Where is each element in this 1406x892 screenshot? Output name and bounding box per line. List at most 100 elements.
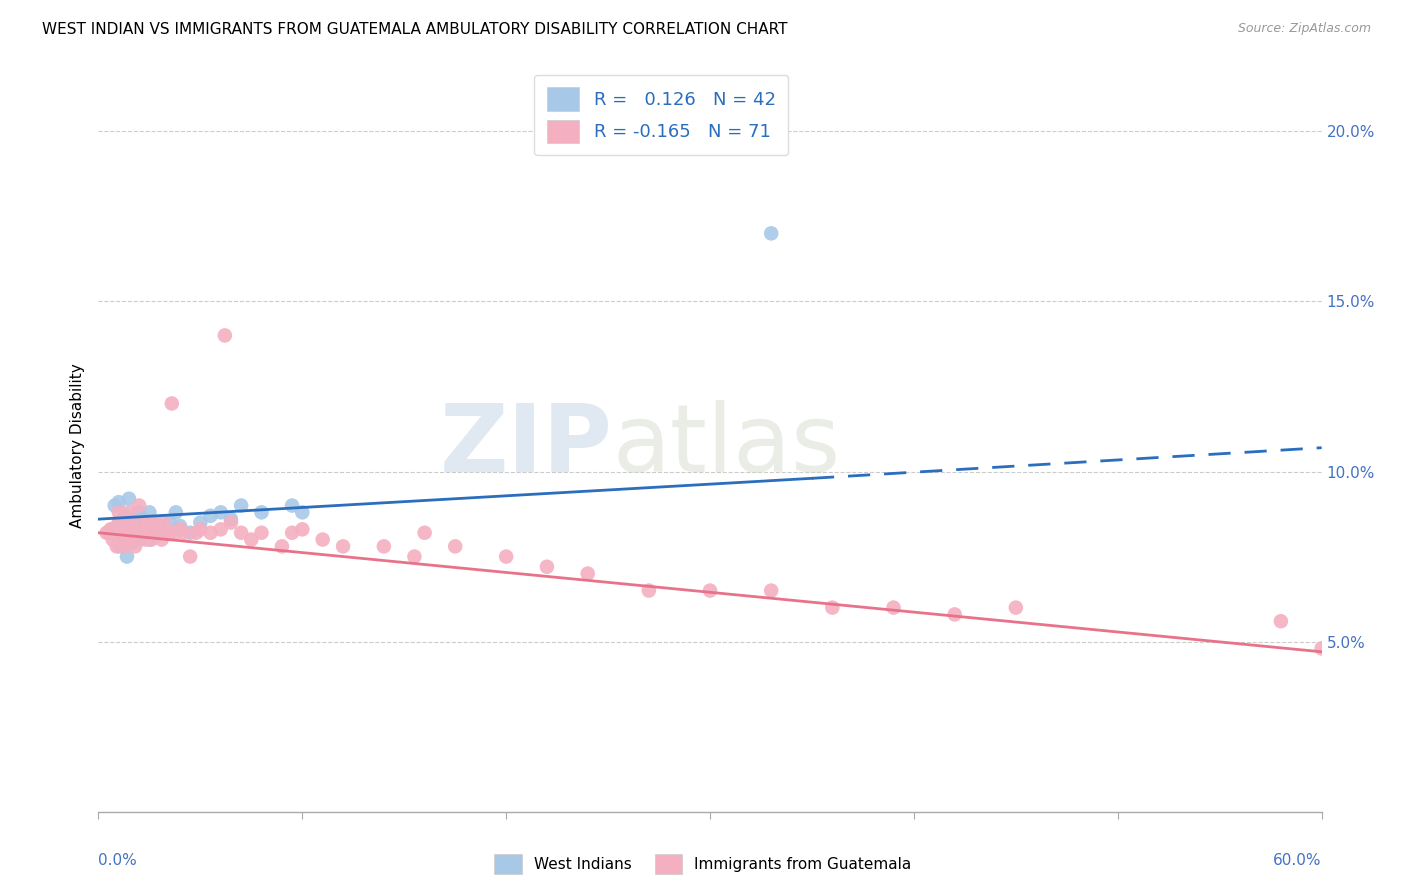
Point <box>114 540 136 554</box>
Point <box>152 516 174 530</box>
Point <box>145 529 167 543</box>
Point <box>943 607 966 622</box>
Point <box>209 505 232 519</box>
Point <box>111 525 134 540</box>
Point <box>105 525 128 540</box>
Point <box>250 505 273 519</box>
Text: 0.0%: 0.0% <box>98 853 138 868</box>
Point <box>120 533 142 547</box>
Point <box>179 525 201 540</box>
Point <box>214 328 236 343</box>
Point <box>281 499 304 513</box>
Point <box>101 533 124 547</box>
Point <box>118 522 141 536</box>
Point <box>124 529 146 543</box>
Point <box>231 525 253 540</box>
Point <box>165 505 187 519</box>
Point <box>108 505 131 519</box>
Point <box>100 522 122 536</box>
Text: ZIP: ZIP <box>439 400 612 492</box>
Point <box>108 516 131 530</box>
Point <box>495 549 517 564</box>
Point <box>110 533 132 547</box>
Point <box>124 540 146 554</box>
Point <box>138 505 160 519</box>
Point <box>104 499 127 513</box>
Point <box>127 525 149 540</box>
Point <box>136 525 159 540</box>
Point <box>104 525 127 540</box>
Point <box>114 522 136 536</box>
Point <box>114 508 136 523</box>
Point <box>576 566 599 581</box>
Point <box>209 522 232 536</box>
Point <box>142 516 165 530</box>
Point <box>169 522 191 536</box>
Point <box>761 227 783 241</box>
Legend: R =   0.126   N = 42, R = -0.165   N = 71: R = 0.126 N = 42, R = -0.165 N = 71 <box>534 75 789 155</box>
Point <box>122 525 145 540</box>
Point <box>128 505 150 519</box>
Point <box>373 540 395 554</box>
Text: 60.0%: 60.0% <box>1274 853 1322 868</box>
Point <box>219 516 242 530</box>
Point <box>160 396 183 410</box>
Point <box>219 512 242 526</box>
Point <box>155 525 177 540</box>
Point <box>118 516 141 530</box>
Point <box>101 522 124 536</box>
Point <box>165 525 187 540</box>
Point <box>118 491 141 506</box>
Point <box>149 519 172 533</box>
Point <box>138 516 160 530</box>
Point <box>188 516 212 530</box>
Point <box>761 583 783 598</box>
Point <box>108 540 131 554</box>
Point <box>128 533 150 547</box>
Point <box>312 533 335 547</box>
Point <box>97 525 120 540</box>
Point <box>128 499 150 513</box>
Point <box>169 519 191 533</box>
Point <box>270 540 294 554</box>
Point <box>128 525 150 540</box>
Point <box>159 525 181 540</box>
Point <box>118 525 141 540</box>
Point <box>146 522 169 536</box>
Point <box>150 533 173 547</box>
Point <box>108 516 131 530</box>
Point <box>108 533 131 547</box>
Point <box>444 540 467 554</box>
Point <box>637 583 661 598</box>
Point <box>200 508 222 523</box>
Point <box>332 540 354 554</box>
Point <box>231 499 253 513</box>
Point <box>134 533 156 547</box>
Point <box>1270 614 1292 628</box>
Point <box>115 549 138 564</box>
Point <box>132 512 155 526</box>
Text: atlas: atlas <box>612 400 841 492</box>
Point <box>159 516 181 530</box>
Point <box>413 525 436 540</box>
Point <box>404 549 426 564</box>
Point <box>291 522 314 536</box>
Point <box>250 525 273 540</box>
Point <box>186 525 208 540</box>
Point <box>141 533 163 547</box>
Point <box>127 525 149 540</box>
Point <box>138 522 160 536</box>
Point <box>883 600 905 615</box>
Point <box>118 505 141 519</box>
Legend: West Indians, Immigrants from Guatemala: West Indians, Immigrants from Guatemala <box>488 848 918 880</box>
Point <box>132 525 155 540</box>
Point <box>111 533 134 547</box>
Point <box>821 600 844 615</box>
Point <box>699 583 721 598</box>
Point <box>128 516 150 530</box>
Point <box>115 525 138 540</box>
Point <box>138 533 160 547</box>
Point <box>105 540 128 554</box>
Point <box>120 536 142 550</box>
Point <box>108 525 131 540</box>
